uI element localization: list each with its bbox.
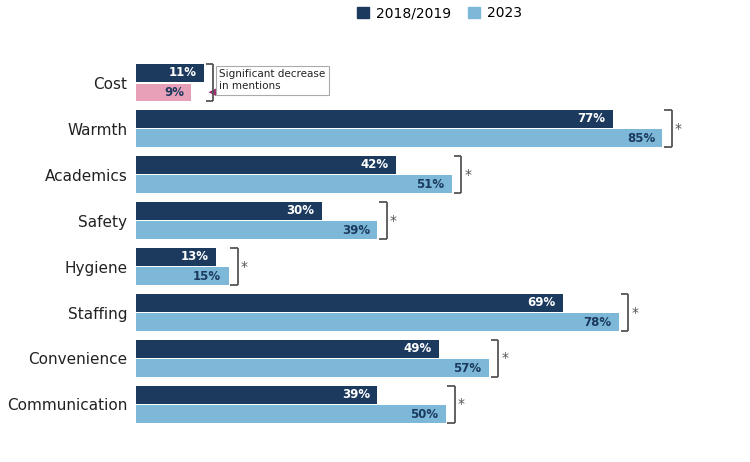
Bar	[136, 202, 322, 219]
Text: 11%: 11%	[169, 67, 196, 79]
Text: 50%: 50%	[410, 407, 438, 420]
Text: 49%: 49%	[404, 342, 432, 355]
Text: *: *	[464, 168, 471, 182]
Text: 57%: 57%	[454, 362, 482, 375]
Text: *: *	[216, 76, 223, 90]
Text: *: *	[501, 352, 509, 365]
Bar	[136, 221, 377, 239]
Text: 85%: 85%	[627, 132, 655, 145]
Text: Significant decrease
in mentions: Significant decrease in mentions	[219, 69, 326, 91]
Bar	[136, 248, 216, 266]
Bar	[136, 405, 446, 423]
Bar	[136, 294, 563, 311]
Bar	[136, 267, 229, 285]
Text: 42%: 42%	[361, 158, 388, 171]
Bar	[136, 129, 662, 147]
Bar	[136, 64, 204, 82]
Text: 39%: 39%	[342, 224, 370, 237]
Text: *: *	[675, 122, 682, 135]
Text: 39%: 39%	[342, 389, 370, 401]
Text: *: *	[241, 260, 248, 274]
Bar	[136, 156, 396, 174]
Legend: 2018/2019, 2023: 2018/2019, 2023	[351, 1, 528, 26]
Text: *: *	[632, 305, 638, 320]
Text: 51%: 51%	[416, 178, 444, 191]
Text: 15%: 15%	[193, 270, 221, 283]
Bar	[136, 110, 613, 128]
Text: 78%: 78%	[584, 316, 612, 328]
Text: 9%: 9%	[164, 86, 184, 99]
Bar	[136, 313, 619, 331]
Bar	[136, 386, 377, 403]
Text: *: *	[390, 213, 397, 228]
Text: *: *	[458, 397, 465, 412]
Bar	[136, 359, 489, 377]
Bar	[136, 340, 440, 358]
Bar	[136, 176, 452, 193]
Text: 69%: 69%	[528, 296, 556, 310]
Text: 13%: 13%	[181, 250, 209, 263]
Text: 30%: 30%	[286, 204, 314, 218]
Text: 77%: 77%	[578, 112, 605, 125]
Bar	[136, 84, 191, 101]
